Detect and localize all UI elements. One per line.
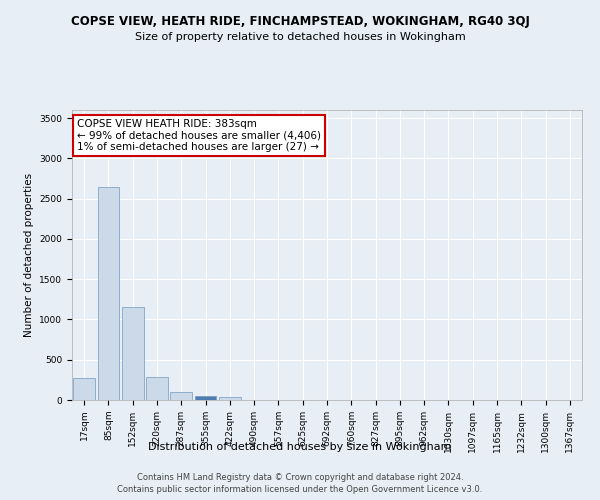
Bar	[97, 186, 119, 400]
Text: Size of property relative to detached houses in Wokingham: Size of property relative to detached ho…	[134, 32, 466, 42]
Y-axis label: Number of detached properties: Number of detached properties	[24, 173, 34, 337]
Text: Distribution of detached houses by size in Wokingham: Distribution of detached houses by size …	[148, 442, 452, 452]
Bar	[122, 308, 143, 400]
Bar	[146, 376, 168, 400]
Bar	[219, 397, 241, 400]
Text: COPSE VIEW, HEATH RIDE, FINCHAMPSTEAD, WOKINGHAM, RG40 3QJ: COPSE VIEW, HEATH RIDE, FINCHAMPSTEAD, W…	[71, 15, 529, 28]
Text: Contains HM Land Registry data © Crown copyright and database right 2024.: Contains HM Land Registry data © Crown c…	[137, 472, 463, 482]
Text: Contains public sector information licensed under the Open Government Licence v3: Contains public sector information licen…	[118, 485, 482, 494]
Text: COPSE VIEW HEATH RIDE: 383sqm
← 99% of detached houses are smaller (4,406)
1% of: COPSE VIEW HEATH RIDE: 383sqm ← 99% of d…	[77, 118, 321, 152]
Bar	[194, 396, 217, 400]
Bar	[73, 378, 95, 400]
Bar	[170, 392, 192, 400]
